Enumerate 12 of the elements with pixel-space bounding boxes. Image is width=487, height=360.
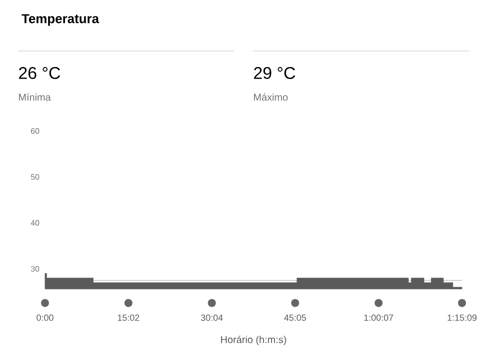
- chart-title: Temperatura: [22, 14, 100, 26]
- text: 26 °C: [19, 67, 60, 79]
- x-tick-label: 15:02: [118, 314, 140, 321]
- text: Máximo: [254, 93, 288, 101]
- x-tick-label: 1:00:07: [364, 314, 394, 321]
- text: Mínima: [19, 93, 51, 101]
- x-axis-title: Horário (h:m:s): [221, 336, 286, 346]
- x-tick-label: 30:04: [200, 314, 223, 321]
- x-tick-label: 1:15:09: [448, 314, 477, 321]
- text: 29 °C: [254, 67, 296, 79]
- x-tick-label: 0:00: [36, 314, 54, 321]
- x-tick-label: 45:05: [284, 314, 306, 321]
